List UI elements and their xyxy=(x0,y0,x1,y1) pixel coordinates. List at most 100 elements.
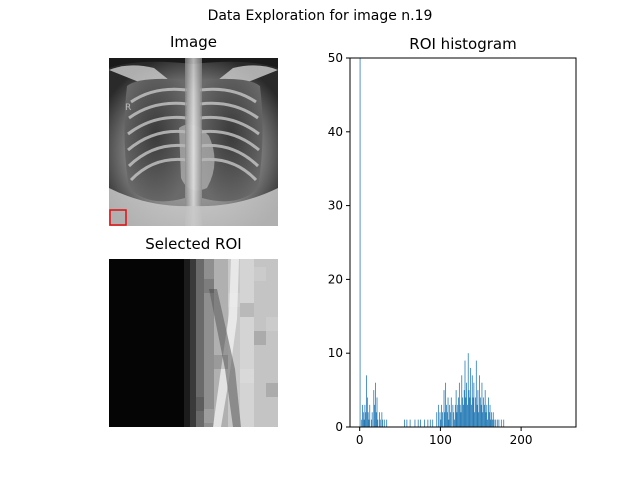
histogram-bar xyxy=(483,404,485,427)
histogram-bar xyxy=(475,360,477,427)
histogram-bar xyxy=(462,397,463,427)
y-tick-label: 40 xyxy=(328,125,343,139)
histogram-bar xyxy=(472,397,474,427)
histogram-bar xyxy=(479,397,481,427)
histogram-bar xyxy=(375,412,377,427)
histogram-bar xyxy=(449,404,451,427)
x-tick-label: 100 xyxy=(429,433,452,447)
xray-side-marker: R xyxy=(125,103,131,113)
histogram-bar xyxy=(367,412,369,427)
histogram-bar xyxy=(458,397,459,427)
histogram-bar xyxy=(492,419,493,427)
histogram-bar xyxy=(366,397,368,427)
histogram-bar xyxy=(460,412,462,427)
histogram-bar xyxy=(443,390,445,427)
histogram-bar xyxy=(471,375,473,427)
histogram-bar xyxy=(450,412,451,427)
histogram-bar xyxy=(377,419,379,427)
histogram-bar xyxy=(368,419,370,427)
histogram-bar xyxy=(492,412,494,427)
histogram-bar xyxy=(463,390,465,427)
histogram-bar xyxy=(442,412,443,427)
histogram-bar xyxy=(382,419,384,427)
histogram-bar xyxy=(468,390,470,427)
x-tick-label: 0 xyxy=(356,433,364,447)
histogram-bar xyxy=(464,360,466,427)
histogram-bar xyxy=(450,397,452,427)
roi-image xyxy=(109,259,278,427)
x-tick-label: 200 xyxy=(510,433,533,447)
histogram-bar xyxy=(483,397,484,427)
histogram-bar xyxy=(455,390,457,427)
histogram-bar xyxy=(364,404,366,427)
histogram-bar xyxy=(488,412,490,427)
histogram-bar xyxy=(469,397,471,427)
histogram-bar xyxy=(379,419,381,427)
histogram-bar xyxy=(359,58,361,427)
histogram-bar xyxy=(375,382,376,427)
histogram-bar xyxy=(466,382,467,427)
histogram-bar xyxy=(445,382,447,427)
histogram-bar xyxy=(485,412,487,427)
histogram-bar xyxy=(381,412,383,427)
histogram-bar xyxy=(376,397,378,427)
y-tick-label: 30 xyxy=(328,199,343,213)
histogram-bar xyxy=(427,419,429,427)
histogram-bar xyxy=(370,419,372,427)
histogram-frame xyxy=(349,57,577,428)
histogram-bar xyxy=(444,412,446,427)
histogram-bar xyxy=(503,419,505,427)
histogram-bar xyxy=(440,419,442,427)
histogram-bar xyxy=(467,353,469,427)
y-axis: 0 10 20 30 40 50 xyxy=(328,51,350,434)
histogram-bar xyxy=(474,412,476,427)
histogram-bar xyxy=(471,404,472,427)
histogram-bar xyxy=(457,404,459,427)
histogram-bar xyxy=(417,419,419,427)
histogram-bar xyxy=(409,419,411,427)
histogram-bar xyxy=(371,412,373,427)
histogram-bar xyxy=(369,404,371,427)
histogram-bar xyxy=(383,419,385,427)
histogram-bar xyxy=(366,375,367,427)
y-tick-label: 50 xyxy=(328,51,343,65)
histogram-bar xyxy=(361,419,363,427)
histogram-bar xyxy=(420,419,421,427)
histogram-bar xyxy=(365,412,367,427)
histogram-bars xyxy=(359,58,505,427)
x-axis: 0 100 200 xyxy=(356,427,533,447)
histogram-bar xyxy=(493,419,495,427)
histogram-bar xyxy=(480,404,482,427)
histogram-bar xyxy=(454,404,456,427)
histogram-bar xyxy=(495,419,497,427)
histogram-bar xyxy=(489,404,491,427)
histogram-bar xyxy=(470,367,472,427)
histogram-bar xyxy=(414,419,416,427)
histogram-bar xyxy=(500,419,502,427)
y-tick-label: 10 xyxy=(328,346,343,360)
histogram-bar xyxy=(481,382,483,427)
histogram-bar xyxy=(458,382,460,427)
histogram-bar xyxy=(432,419,434,427)
histogram-bar xyxy=(482,412,484,427)
histogram-bar xyxy=(463,404,464,427)
figure-suptitle: Data Exploration for image n.19 xyxy=(207,8,433,24)
histogram-bar xyxy=(406,419,408,427)
histogram-bar xyxy=(456,412,458,427)
histogram-bar xyxy=(465,397,467,427)
roi-panel-title: Selected ROI xyxy=(145,235,242,253)
histogram-bar xyxy=(374,404,375,427)
histogram-bar xyxy=(436,412,438,427)
histogram-bar xyxy=(429,419,431,427)
histogram-bar xyxy=(373,390,375,427)
histogram-title: ROI histogram xyxy=(409,35,516,53)
histogram-bar xyxy=(490,419,492,427)
histogram-bar xyxy=(459,404,461,427)
histogram-bar xyxy=(488,397,489,427)
roi-selection-box xyxy=(109,209,127,226)
histogram-bar xyxy=(447,397,449,427)
histogram-bar xyxy=(477,390,479,427)
xray-image: R xyxy=(109,58,278,226)
histogram-bar xyxy=(439,412,441,427)
